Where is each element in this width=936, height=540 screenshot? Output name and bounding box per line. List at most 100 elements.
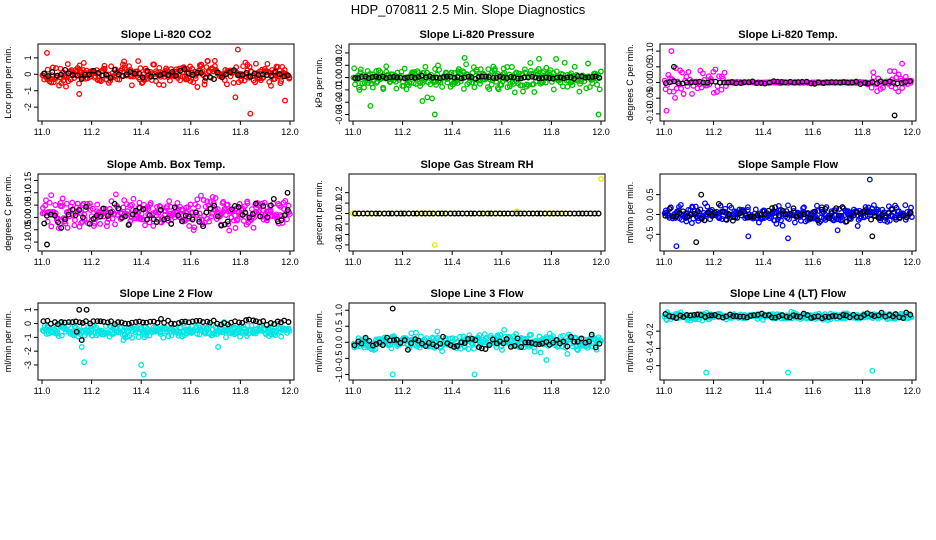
y-tick-label: -0.2 <box>334 227 344 243</box>
data-point <box>189 318 196 325</box>
data-point <box>783 208 790 215</box>
data-point <box>423 74 430 81</box>
data-point <box>472 337 479 344</box>
data-point <box>418 210 425 217</box>
data-point <box>101 62 108 69</box>
x-tick-label: 11.8 <box>854 257 871 267</box>
data-point <box>435 210 442 217</box>
data-point <box>41 220 48 227</box>
data-point <box>171 204 178 211</box>
data-point <box>560 75 567 82</box>
data-point <box>194 84 201 90</box>
y-tick-label: 0.0 <box>334 207 344 220</box>
data-point <box>210 317 217 324</box>
x-tick-label: 11.6 <box>182 257 199 267</box>
data-point <box>469 79 476 86</box>
data-point <box>104 212 111 219</box>
x-tick-label: 11.0 <box>656 127 673 137</box>
data-point <box>485 66 492 73</box>
data-point <box>543 338 550 345</box>
plot-frame <box>659 302 917 381</box>
y-tick-label: 0.01 <box>334 56 344 74</box>
data-point <box>588 331 595 338</box>
data-point <box>460 85 467 92</box>
y-tick-label: 0 <box>23 72 33 77</box>
data-point <box>223 334 229 341</box>
data-point <box>111 200 118 207</box>
data-point <box>592 73 599 80</box>
data-point <box>247 110 254 117</box>
data-point <box>597 68 604 75</box>
data-point <box>194 196 201 203</box>
data-point <box>680 91 687 97</box>
data-point <box>274 318 281 325</box>
panel-title: Slope Li-820 Pressure <box>420 29 535 41</box>
data-point <box>892 311 899 318</box>
data-point <box>768 213 774 220</box>
data-point <box>719 208 726 215</box>
data-point <box>500 74 507 81</box>
data-point <box>276 202 283 209</box>
data-point <box>741 208 747 215</box>
y-axis-label: ml/min per min. <box>625 182 635 244</box>
x-tick-label: 12.0 <box>592 127 610 137</box>
data-point <box>168 220 175 227</box>
data-point <box>123 71 130 78</box>
data-point <box>156 81 162 88</box>
data-point <box>156 64 163 71</box>
data-point <box>250 317 257 324</box>
data-point <box>468 210 474 217</box>
data-point <box>103 71 110 78</box>
data-point <box>211 202 218 209</box>
data-point <box>236 201 243 207</box>
data-point <box>59 195 66 202</box>
series-reference <box>41 66 291 83</box>
data-point <box>249 211 256 217</box>
data-point <box>772 314 779 321</box>
data-point <box>80 214 86 221</box>
data-point <box>154 319 161 326</box>
data-point <box>83 306 90 313</box>
data-point <box>108 63 115 70</box>
data-point <box>192 209 199 216</box>
x-tick-label: 11.2 <box>83 386 100 396</box>
panel-title: Slope Line 4 (LT) Flow <box>730 288 846 300</box>
series-reference <box>352 210 602 217</box>
data-point <box>737 80 744 87</box>
data-point <box>248 322 255 329</box>
data-point <box>198 192 204 199</box>
data-point <box>380 86 387 93</box>
data-point <box>128 82 135 89</box>
data-point <box>78 344 85 350</box>
x-tick-label: 11.2 <box>705 257 722 267</box>
series-reference <box>41 189 291 248</box>
data-point <box>212 195 219 202</box>
data-point <box>537 349 544 356</box>
data-point <box>206 218 212 225</box>
data-point <box>511 89 518 96</box>
data-point <box>486 86 493 93</box>
data-point <box>699 70 706 77</box>
data-point <box>352 210 358 217</box>
y-tick-label: -0.6 <box>645 358 655 374</box>
y-axis-label: Lcor ppm per min. <box>3 46 13 119</box>
x-tick-label: 11.8 <box>543 386 560 396</box>
panel-6: Slope Sample Flow ml/min per min. 11.0 11.2… <box>625 159 921 267</box>
panel-8: Slope Line 3 Flow ml/min per min. 11.0 11.2… <box>314 288 610 396</box>
x-tick-label: 11.0 <box>345 386 362 396</box>
data-point <box>561 59 568 66</box>
x-tick-label: 11.4 <box>755 127 772 137</box>
data-point <box>489 336 496 343</box>
data-point <box>178 318 185 325</box>
data-point <box>434 328 441 335</box>
data-point <box>804 210 811 217</box>
data-point <box>268 73 274 79</box>
series-reference <box>40 306 292 344</box>
series-main <box>350 326 604 378</box>
data-point <box>785 235 791 242</box>
data-point <box>226 227 233 234</box>
data-point <box>431 241 438 248</box>
data-point <box>560 338 567 345</box>
page-title: HDP_070811 2.5 Min. Slope Diagnostics <box>350 2 586 17</box>
data-point <box>673 315 680 321</box>
